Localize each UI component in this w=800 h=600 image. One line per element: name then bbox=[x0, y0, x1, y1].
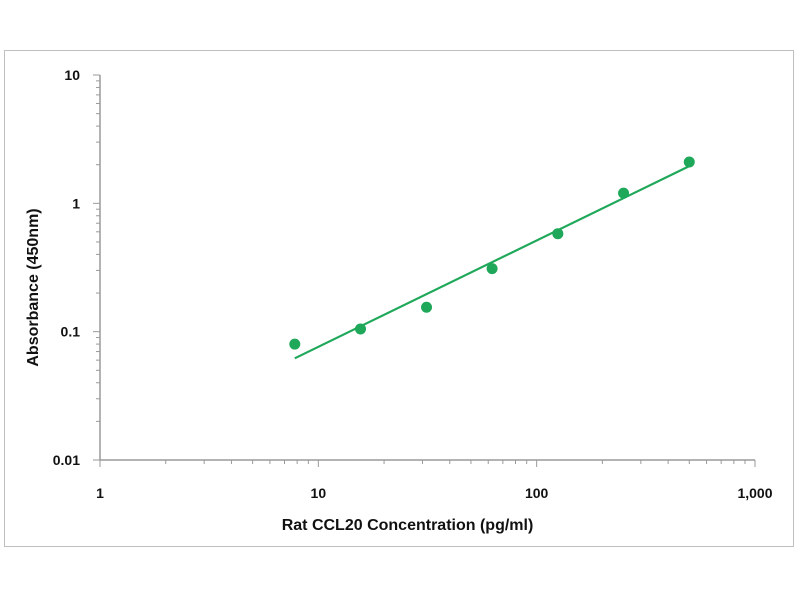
data-point bbox=[421, 301, 433, 313]
data-point bbox=[354, 323, 366, 335]
chart-frame bbox=[4, 50, 794, 547]
tick-labels: 1 10 100 1,000 0.01 0.1 1 10 bbox=[53, 67, 773, 501]
data-point bbox=[618, 187, 630, 199]
y-tick-label: 1 bbox=[72, 195, 80, 211]
y-tick-label: 0.01 bbox=[53, 452, 80, 468]
x-tick-label: 1,000 bbox=[737, 485, 772, 501]
x-tick-label: 1 bbox=[96, 485, 104, 501]
x-axis-title: Rat CCL20 Concentration (pg/ml) bbox=[282, 517, 534, 534]
axes bbox=[99, 75, 755, 461]
data-point bbox=[552, 228, 564, 240]
y-tick-label: 10 bbox=[64, 67, 80, 83]
y-tick-label: 0.1 bbox=[61, 324, 81, 340]
fit-line-group bbox=[294, 165, 690, 360]
ticks bbox=[93, 74, 756, 467]
data-point bbox=[289, 338, 301, 350]
x-tick-label: 100 bbox=[525, 485, 549, 501]
data-points bbox=[289, 156, 695, 350]
x-tick-label: 10 bbox=[311, 485, 327, 501]
data-point bbox=[683, 156, 695, 168]
data-point bbox=[486, 263, 498, 275]
fit-line bbox=[294, 165, 690, 360]
y-axis-title: Absorbance (450nm) bbox=[25, 208, 42, 366]
